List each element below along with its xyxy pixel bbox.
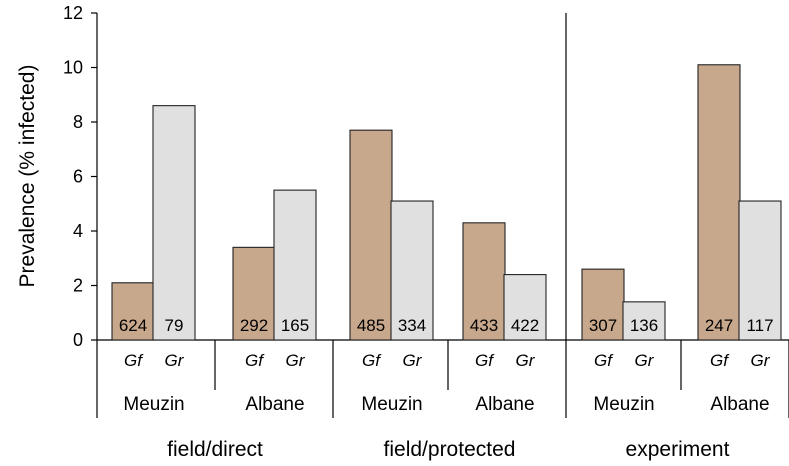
cultivar-label: Meuzin (593, 394, 654, 415)
species-label: Gf (475, 351, 495, 370)
y-tick-label: 6 (73, 167, 83, 187)
bar-layer (111, 64, 782, 341)
bar-gf (349, 129, 393, 341)
species-label: Gr (165, 351, 185, 370)
y-tick-label: 2 (73, 276, 83, 296)
bar-gf (697, 64, 741, 341)
sample-size-label: 307 (589, 316, 617, 335)
y-tick-label: 8 (73, 112, 83, 132)
bar-gr (738, 200, 782, 341)
sample-size-label: 292 (240, 316, 268, 335)
bar-gr (390, 200, 434, 341)
species-label: Gf (245, 351, 265, 370)
y-tick-label: 4 (73, 221, 83, 241)
species-label: Gr (516, 351, 536, 370)
species-label: Gr (403, 351, 423, 370)
y-tick-label: 0 (73, 330, 83, 350)
species-label: Gf (124, 351, 144, 370)
species-label: Gf (710, 351, 730, 370)
sample-size-label: 117 (746, 316, 773, 335)
sample-size-label: 422 (511, 316, 539, 335)
condition-label: field/protected (384, 438, 516, 461)
cultivar-label: Meuzin (361, 394, 422, 415)
condition-label: field/direct (167, 438, 263, 461)
species-label: Gr (635, 351, 655, 370)
condition-label: experiment (626, 438, 730, 461)
cultivar-label: Albane (710, 394, 769, 415)
cultivar-label: Albane (475, 394, 534, 415)
cultivar-label: Albane (245, 394, 304, 415)
bar-gr (503, 274, 547, 341)
y-tick-label: 12 (63, 3, 83, 23)
sample-size-label: 433 (470, 316, 498, 335)
bar-gf (462, 222, 506, 341)
bar-gr (622, 301, 666, 341)
sample-size-label: 624 (119, 316, 147, 335)
y-tick-label: 10 (63, 58, 83, 78)
label-layer: field/direct 624 Gf 79 Gr Meuzin 292 Gf 165 Gr Alb… (119, 316, 774, 461)
sample-size-label: 247 (705, 316, 733, 335)
species-label: Gr (286, 351, 306, 370)
sample-size-label: 485 (357, 316, 385, 335)
species-label: Gf (594, 351, 614, 370)
bar-gr (152, 105, 196, 341)
sample-size-label: 136 (630, 316, 658, 335)
sample-size-label: 334 (398, 316, 426, 335)
sample-size-label: 165 (281, 316, 309, 335)
species-label: Gr (751, 351, 771, 370)
y-axis-title: Prevalence (% infected) (16, 65, 39, 288)
axis-layer: 0 2 4 6 8 10 12 (63, 3, 789, 418)
bar-gr (273, 189, 317, 341)
sample-size-label: 79 (165, 316, 184, 335)
cultivar-label: Meuzin (123, 394, 184, 415)
species-label: Gf (362, 351, 382, 370)
